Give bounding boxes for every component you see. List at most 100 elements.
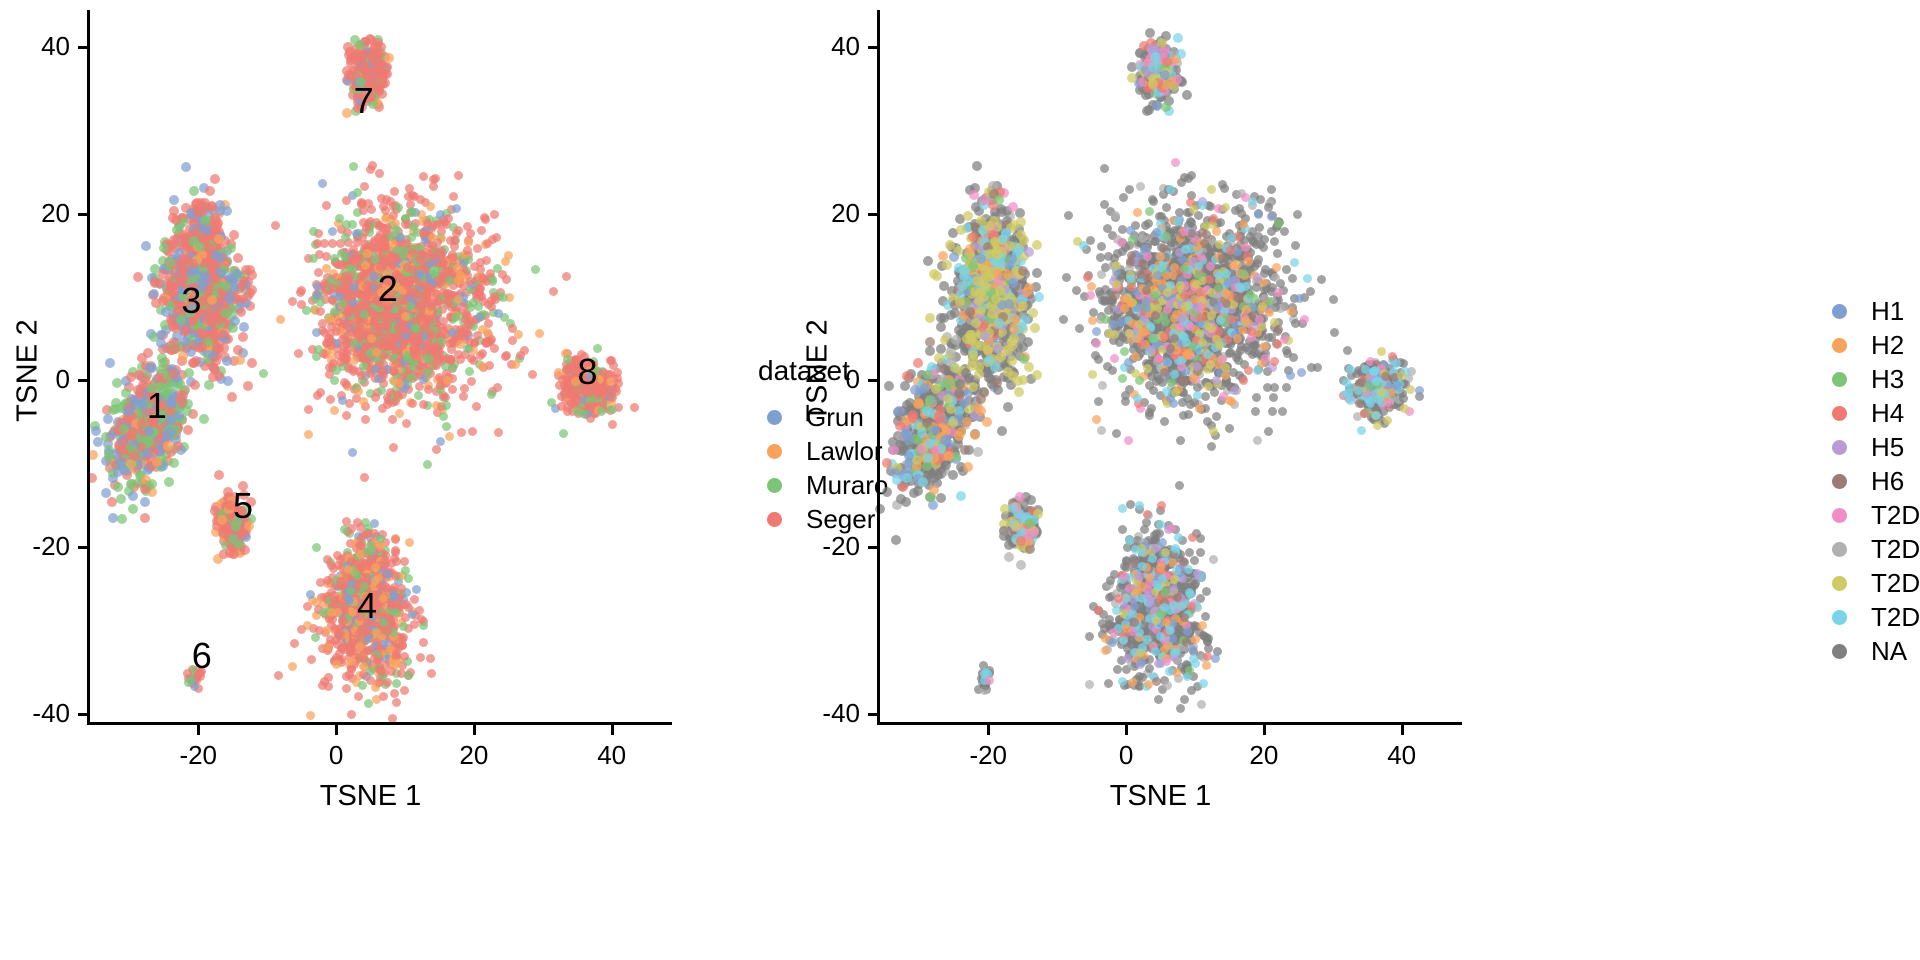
scatter-point <box>454 226 463 235</box>
scatter-point <box>346 259 355 268</box>
scatter-point <box>354 642 363 651</box>
scatter-point <box>364 288 373 297</box>
scatter-point <box>325 599 334 608</box>
scatter-point <box>201 233 211 243</box>
scatter-point <box>335 595 344 604</box>
scatter-point <box>199 323 209 333</box>
scatter-point <box>439 317 448 326</box>
scatter-point <box>372 74 382 84</box>
scatter-point <box>345 47 355 57</box>
scatter-point <box>386 596 395 605</box>
scatter-point <box>594 392 603 401</box>
scatter-point <box>380 562 389 571</box>
scatter-point <box>437 323 446 332</box>
scatter-point <box>402 366 411 375</box>
scatter-point <box>370 236 379 245</box>
scatter-point <box>422 295 431 304</box>
scatter-point <box>408 358 417 367</box>
scatter-point <box>375 342 384 351</box>
scatter-point <box>128 408 138 418</box>
scatter-point <box>369 339 378 348</box>
scatter-point <box>392 649 401 658</box>
scatter-point <box>365 323 374 332</box>
scatter-point <box>217 509 227 519</box>
scatter-point <box>193 338 203 348</box>
scatter-point <box>421 252 430 261</box>
scatter-point <box>340 629 349 638</box>
scatter-point <box>384 330 393 339</box>
scatter-point <box>444 298 453 307</box>
scatter-point <box>355 565 364 574</box>
scatter-point <box>117 436 127 446</box>
scatter-point <box>331 339 340 348</box>
scatter-point <box>154 438 164 448</box>
scatter-point <box>125 448 135 458</box>
scatter-point <box>208 273 218 283</box>
scatter-point <box>388 605 397 614</box>
scatter-point <box>215 268 225 278</box>
scatter-point <box>431 174 440 183</box>
scatter-point <box>479 274 488 283</box>
scatter-point <box>207 228 217 238</box>
scatter-point <box>404 220 413 229</box>
scatter-point <box>448 374 457 383</box>
scatter-point <box>555 381 564 390</box>
scatter-point <box>227 530 237 540</box>
scatter-point <box>338 362 347 371</box>
scatter-point <box>372 69 382 79</box>
scatter-point <box>166 289 176 299</box>
scatter-point <box>131 465 141 475</box>
scatter-point <box>576 403 585 412</box>
scatter-point <box>393 314 402 323</box>
scatter-point <box>205 298 215 308</box>
scatter-point <box>366 667 375 676</box>
scatter-point <box>371 538 380 547</box>
scatter-point <box>401 260 410 269</box>
scatter-point <box>388 415 397 424</box>
scatter-point <box>366 217 375 226</box>
scatter-point <box>387 318 396 327</box>
scatter-point <box>349 571 358 580</box>
scatter-point <box>173 423 183 433</box>
scatter-point <box>402 419 411 428</box>
scatter-point <box>331 599 340 608</box>
scatter-point <box>325 363 334 372</box>
scatter-point <box>451 236 460 245</box>
scatter-point <box>353 188 362 197</box>
scatter-point <box>184 324 194 334</box>
scatter-point <box>216 244 226 254</box>
scatter-point <box>391 353 400 362</box>
scatter-point <box>586 414 595 423</box>
scatter-point <box>173 269 183 279</box>
scatter-point <box>382 338 391 347</box>
scatter-point <box>165 424 175 434</box>
scatter-point <box>442 369 451 378</box>
scatter-point <box>386 616 395 625</box>
scatter-point <box>172 225 182 235</box>
scatter-point <box>195 331 205 341</box>
scatter-point <box>554 371 563 380</box>
scatter-point <box>407 233 416 242</box>
scatter-point <box>203 303 213 313</box>
scatter-point <box>185 323 195 333</box>
scatter-point <box>342 684 351 693</box>
scatter-point <box>318 326 327 335</box>
scatter-point <box>186 252 196 262</box>
scatter-point <box>400 306 409 315</box>
scatter-point <box>155 433 165 443</box>
scatter-point <box>443 259 452 268</box>
scatter-point <box>422 231 431 240</box>
scatter-point <box>362 303 371 312</box>
scatter-point <box>217 285 227 295</box>
scatter-point <box>141 439 151 449</box>
scatter-point <box>216 282 226 292</box>
scatter-point <box>344 598 353 607</box>
scatter-point <box>144 463 154 473</box>
scatter-point <box>373 35 383 45</box>
scatter-point <box>202 263 212 273</box>
scatter-point <box>359 625 368 634</box>
scatter-point <box>138 449 148 459</box>
scatter-point <box>187 339 197 349</box>
scatter-point <box>197 324 207 334</box>
scatter-point <box>355 629 364 638</box>
